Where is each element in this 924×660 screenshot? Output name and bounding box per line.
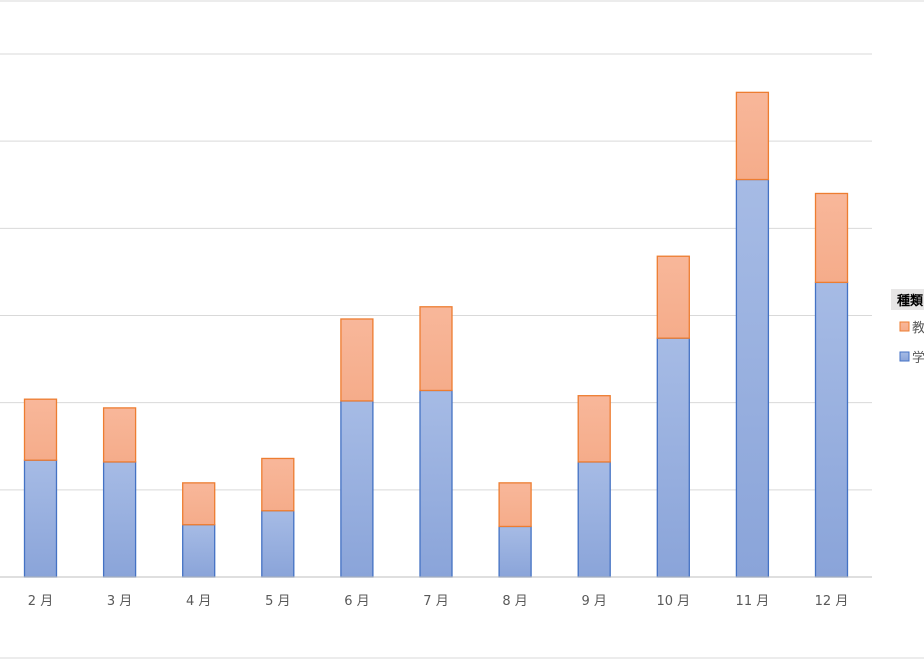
bar-series-0-7 bbox=[498, 525, 532, 578]
legend-label: 学 bbox=[912, 350, 924, 366]
bar-series-1-1 bbox=[23, 398, 58, 461]
legend-label: 教 bbox=[912, 320, 924, 336]
bar-series-1-6 bbox=[419, 306, 453, 392]
bar-series-0-9 bbox=[656, 337, 690, 578]
bar-series-0-3 bbox=[182, 524, 216, 578]
bar-series-1-4 bbox=[261, 457, 295, 512]
bar-series-1-7 bbox=[498, 482, 532, 528]
bar-series-0-1 bbox=[23, 459, 58, 578]
x-tick-label: 10 月 bbox=[656, 594, 690, 609]
legend-title-background bbox=[891, 289, 924, 310]
x-tick-label: 6 月 bbox=[344, 594, 369, 609]
legend-items: 教学 bbox=[899, 320, 924, 366]
x-tick-label: 7 月 bbox=[423, 594, 448, 609]
bar-series-1-8 bbox=[577, 395, 611, 463]
bar-series-0-5 bbox=[340, 400, 374, 578]
bar-series-0-10 bbox=[735, 178, 770, 578]
x-tick-label: 5 月 bbox=[265, 594, 290, 609]
x-tick-label: 4 月 bbox=[186, 594, 211, 609]
x-tick-label: 8 月 bbox=[502, 594, 527, 609]
x-tick-label: 2 月 bbox=[28, 594, 53, 609]
bar-series-0-6 bbox=[419, 389, 453, 578]
bar-series-0-11 bbox=[814, 281, 849, 578]
bar-series-0-4 bbox=[261, 510, 295, 578]
bars bbox=[23, 91, 849, 578]
legend-title: 種類 bbox=[897, 293, 924, 309]
bar-series-1-3 bbox=[182, 482, 216, 526]
bar-series-1-11 bbox=[814, 192, 849, 284]
x-axis-tick-labels: 2 月 3 月 4 月 5 月 6 月 7 月 8 月 9 月 10 月 11 月 12 月 bbox=[28, 594, 849, 609]
x-tick-label: 11 月 bbox=[736, 594, 770, 609]
x-tick-label: 9 月 bbox=[581, 594, 606, 609]
x-tick-label: 12 月 bbox=[815, 594, 849, 609]
bar-series-1-5 bbox=[340, 318, 374, 402]
legend: 種類 教学 bbox=[891, 289, 924, 366]
bar-series-0-8 bbox=[577, 461, 611, 578]
bar-series-1-9 bbox=[656, 255, 690, 339]
x-tick-label: 3 月 bbox=[107, 594, 132, 609]
legend-swatch bbox=[899, 351, 910, 362]
bar-series-1-2 bbox=[102, 407, 137, 463]
bar-series-0-2 bbox=[102, 461, 137, 578]
legend-swatch bbox=[899, 321, 910, 332]
bar-series-1-10 bbox=[735, 91, 770, 181]
